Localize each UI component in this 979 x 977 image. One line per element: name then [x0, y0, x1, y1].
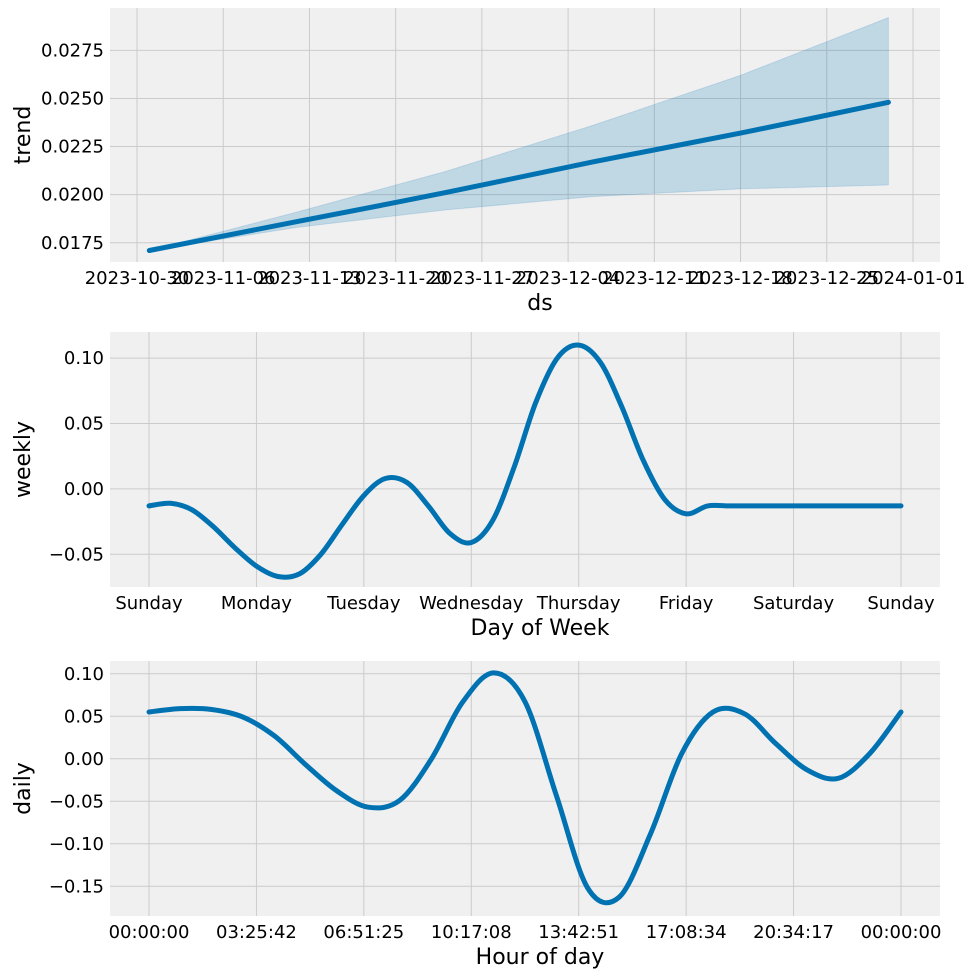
- x-tick-label: Friday: [659, 593, 714, 614]
- panel-weekly: [110, 332, 940, 587]
- x-tick-label: 2024-01-01: [861, 268, 966, 289]
- y-tick-label: 0.0250: [41, 88, 104, 109]
- weekly-series-line: [146, 342, 904, 580]
- x-tick-label: 00:00:00: [861, 922, 942, 943]
- y-axis-label: trend: [11, 106, 36, 165]
- x-tick-label: 2023-12-04: [516, 268, 621, 289]
- y-tick-label: −0.10: [49, 834, 104, 855]
- x-tick-label: Thursday: [536, 593, 621, 614]
- x-axis-label: ds: [527, 291, 552, 316]
- x-tick-label: 10:17:08: [431, 922, 512, 943]
- x-tick-label: 2023-11-20: [343, 268, 448, 289]
- x-tick-label: Tuesday: [326, 593, 401, 614]
- trend-series-line: [146, 99, 891, 253]
- panel-daily: [110, 661, 940, 916]
- x-tick-label: 13:42:51: [538, 922, 619, 943]
- y-tick-label: 0.0275: [41, 40, 104, 61]
- y-tick-label: 0.0200: [41, 185, 104, 206]
- x-tick-label: Sunday: [115, 593, 183, 614]
- x-tick-label: 20:34:17: [753, 922, 834, 943]
- x-tick-label: 2023-12-11: [602, 268, 707, 289]
- x-axis-label: Hour of day: [476, 945, 605, 970]
- y-tick-label: 0.00: [64, 749, 104, 770]
- y-tick-label: 0.0225: [41, 137, 104, 158]
- x-tick-label: 2023-11-27: [430, 268, 535, 289]
- y-tick-label: 0.05: [64, 414, 104, 435]
- x-tick-label: 2023-12-25: [774, 268, 879, 289]
- x-tick-label: 2023-11-06: [171, 268, 276, 289]
- y-tick-label: 0.10: [64, 664, 104, 685]
- x-tick-label: Sunday: [867, 593, 935, 614]
- x-tick-label: Monday: [221, 593, 292, 614]
- y-tick-label: −0.05: [49, 544, 104, 565]
- y-tick-label: 0.05: [64, 706, 104, 727]
- panel-trend: [110, 8, 940, 262]
- x-tick-label: 03:25:42: [216, 922, 297, 943]
- y-tick-label: −0.15: [49, 876, 104, 897]
- x-tick-label: 17:08:34: [646, 922, 727, 943]
- x-tick-label: Wednesday: [419, 593, 524, 614]
- x-tick-label: 00:00:00: [109, 922, 190, 943]
- x-tick-label: 2023-10-30: [85, 268, 190, 289]
- y-tick-label: −0.05: [49, 791, 104, 812]
- plot-area: [110, 332, 940, 587]
- x-tick-label: 2023-12-18: [688, 268, 793, 289]
- x-tick-label: Saturday: [753, 593, 834, 614]
- x-tick-label: 2023-11-13: [257, 268, 362, 289]
- y-axis-label: daily: [11, 762, 36, 815]
- y-tick-label: 0.0175: [41, 233, 104, 254]
- y-axis-label: weekly: [11, 421, 36, 498]
- y-tick-label: 0.00: [64, 479, 104, 500]
- daily-series-line: [146, 670, 904, 906]
- x-axis-label: Day of Week: [471, 616, 610, 641]
- x-tick-label: 06:51:25: [323, 922, 404, 943]
- y-tick-label: 0.10: [64, 348, 104, 369]
